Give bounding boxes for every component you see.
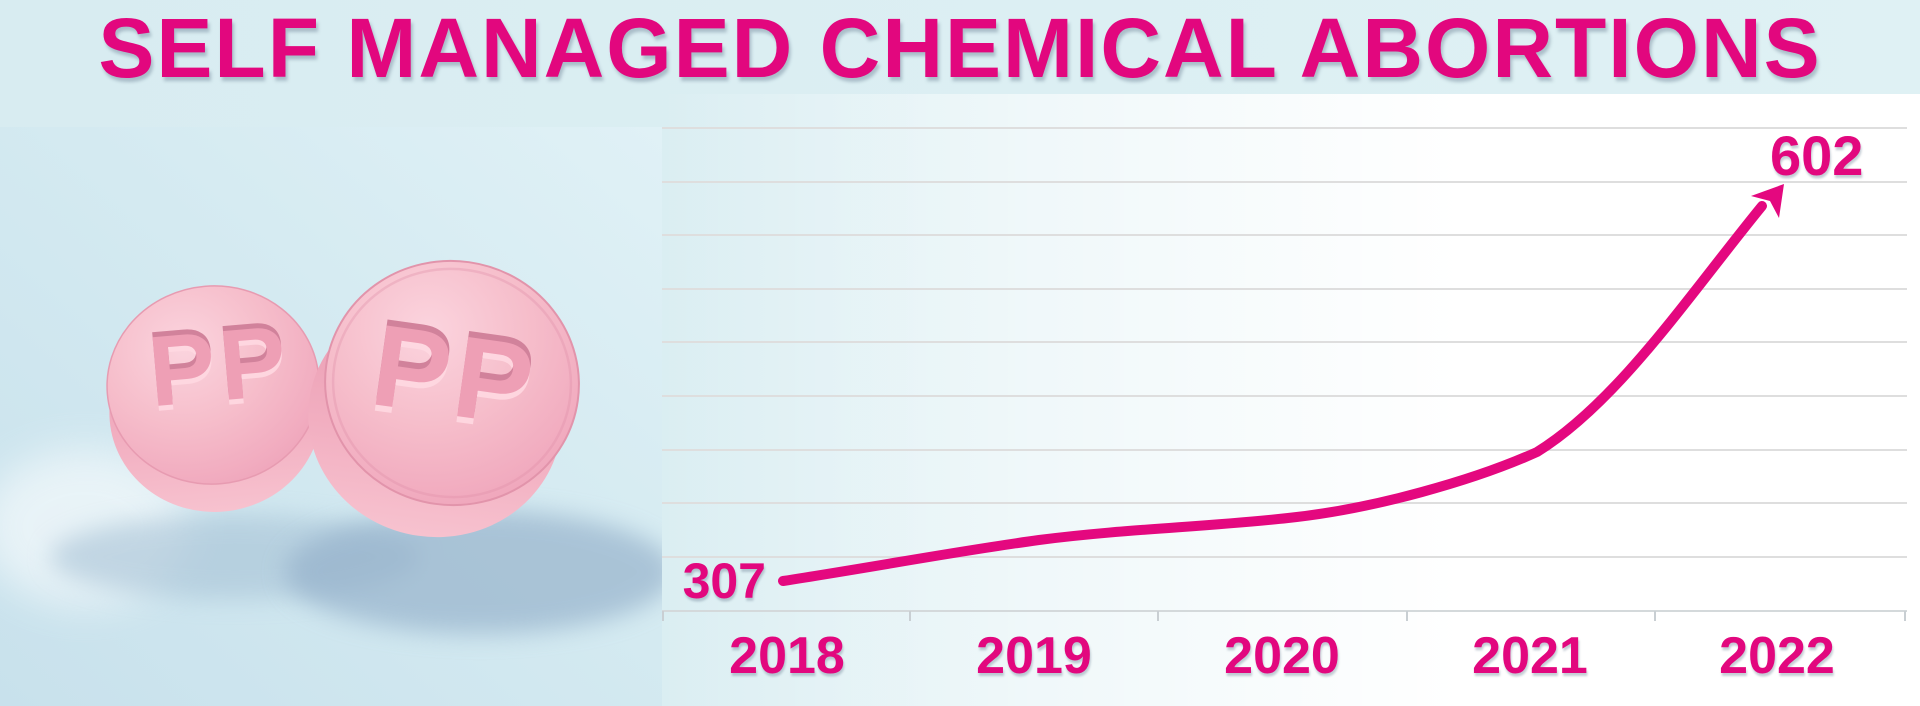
- pill-imprint-highlight: PP: [364, 305, 545, 457]
- gridlines: [662, 127, 1907, 558]
- pills-photo: PP PP PP PP PP PP: [0, 127, 662, 706]
- front-pill-face: [324, 259, 580, 507]
- arrow-head-icon: [1751, 184, 1784, 218]
- pill-imprint-text: PP: [144, 304, 295, 428]
- back-pill-imprint: PP PP PP: [144, 299, 296, 433]
- page-title: SELF MANAGED CHEMICAL ABORTIONS: [98, 1, 1822, 95]
- x-axis-label-2018: 2018: [729, 627, 845, 685]
- x-axis-label-2022: 2022: [1719, 627, 1835, 685]
- front-pill-imprint: PP PP PP: [364, 294, 547, 458]
- pills-illustration: PP PP PP PP PP PP: [0, 127, 662, 706]
- pill-imprint-highlight: PP: [145, 309, 296, 433]
- trend-line: [778, 201, 1767, 586]
- plot-area-background: [660, 94, 1920, 706]
- pill-imprint-shadow: PP: [365, 294, 546, 446]
- data-label-end: 602: [1770, 124, 1864, 187]
- back-pill: PP PP PP: [106, 285, 322, 512]
- x-axis-label-2019: 2019: [976, 627, 1092, 685]
- data-label-start: 307: [682, 553, 766, 609]
- front-pill-shadow: [285, 510, 662, 634]
- x-axis-ticks: [662, 611, 1906, 621]
- pill-imprint-shadow: PP: [144, 299, 295, 423]
- x-axis-label-2021: 2021: [1472, 627, 1588, 685]
- x-axis-label-2020: 2020: [1224, 627, 1340, 685]
- front-pill-rim: [331, 267, 573, 499]
- front-pill: PP PP PP: [308, 259, 580, 538]
- pill-imprint-text: PP: [364, 300, 545, 452]
